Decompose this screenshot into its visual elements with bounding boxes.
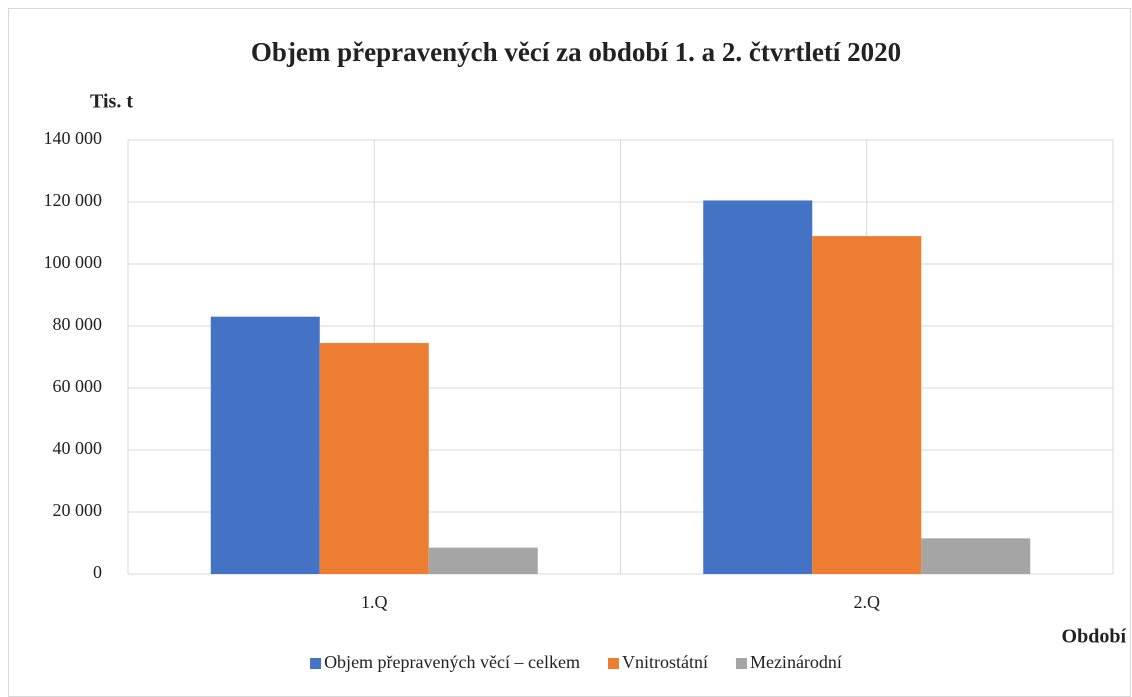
y-tick-label: 60 000	[53, 376, 103, 396]
bar	[319, 343, 429, 574]
legend-swatch	[607, 658, 619, 669]
legend-label: Objem přepravených věcí – celkem	[324, 652, 580, 672]
bar	[703, 200, 813, 574]
y-tick-label: 100 000	[44, 252, 103, 272]
x-axis-label: Období	[1062, 626, 1127, 648]
y-axis-label: Tis. t	[90, 91, 133, 113]
bar	[210, 316, 320, 574]
bar	[812, 236, 922, 574]
legend-swatch	[735, 658, 747, 669]
y-tick-label: 0	[93, 562, 102, 582]
y-tick-label: 120 000	[44, 190, 103, 210]
y-tick-label: 20 000	[53, 500, 103, 520]
legend-label: Mezinárodní	[750, 652, 842, 672]
chart-frame	[8, 8, 1131, 697]
chart-title: Objem přepravených věcí za období 1. a 2…	[251, 37, 901, 67]
bar	[921, 538, 1031, 574]
x-tick-label: 2.Q	[854, 592, 881, 612]
y-tick-label: 40 000	[53, 438, 103, 458]
legend-label: Vnitrostátní	[622, 652, 708, 672]
y-tick-label: 140 000	[44, 128, 103, 148]
x-tick-label: 1.Q	[361, 592, 388, 612]
legend-swatch	[310, 658, 322, 669]
y-tick-label: 80 000	[53, 314, 103, 334]
bar	[428, 547, 538, 574]
